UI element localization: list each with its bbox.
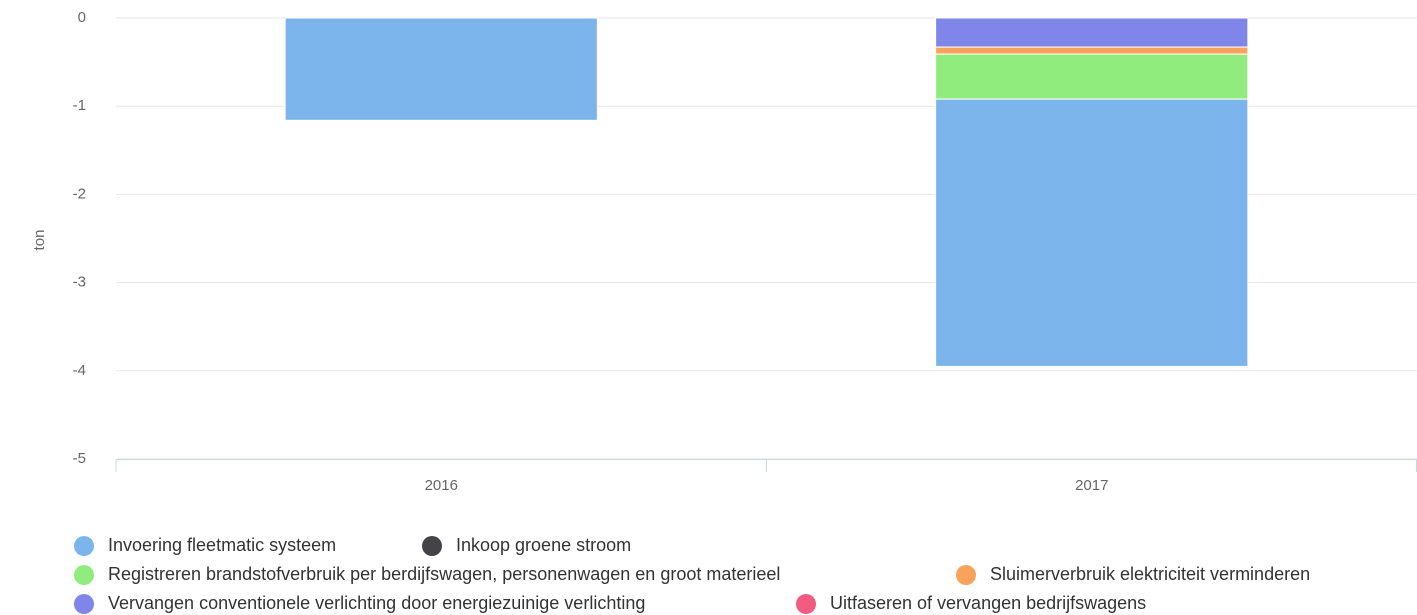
legend-marker — [74, 536, 94, 556]
legend-marker — [74, 594, 94, 614]
legend-label: Inkoop groene stroom — [456, 535, 631, 555]
legend-label: Invoering fleetmatic systeem — [108, 535, 336, 555]
bar — [935, 46, 1249, 55]
bar — [935, 53, 1249, 100]
legend-marker — [422, 536, 442, 556]
y-tick-label: 0 — [78, 9, 86, 26]
x-tick-label: 2017 — [1075, 477, 1108, 494]
legend-marker — [956, 565, 976, 585]
y-tick-label: -5 — [73, 450, 86, 467]
y-tick-label: -3 — [73, 274, 86, 291]
legend-label: Uitfaseren of vervangen bedrijfswagens — [830, 593, 1146, 613]
legend-label: Registreren brandstofverbruik per berdij… — [108, 564, 780, 584]
y-tick-label: -4 — [73, 362, 86, 379]
bar — [935, 98, 1249, 367]
legend-marker — [796, 594, 816, 614]
bar — [935, 17, 1249, 48]
y-tick-label: -2 — [73, 185, 86, 202]
legend-label: Vervangen conventionele verlichting door… — [108, 593, 645, 613]
legend-label: Sluimerverbruik elektriciteit vermindere… — [990, 564, 1310, 584]
legend-marker — [74, 565, 94, 585]
y-tick-label: -1 — [73, 97, 86, 114]
y-axis-label: ton — [31, 230, 48, 251]
x-tick-label: 2016 — [425, 477, 458, 494]
bar — [284, 17, 598, 121]
